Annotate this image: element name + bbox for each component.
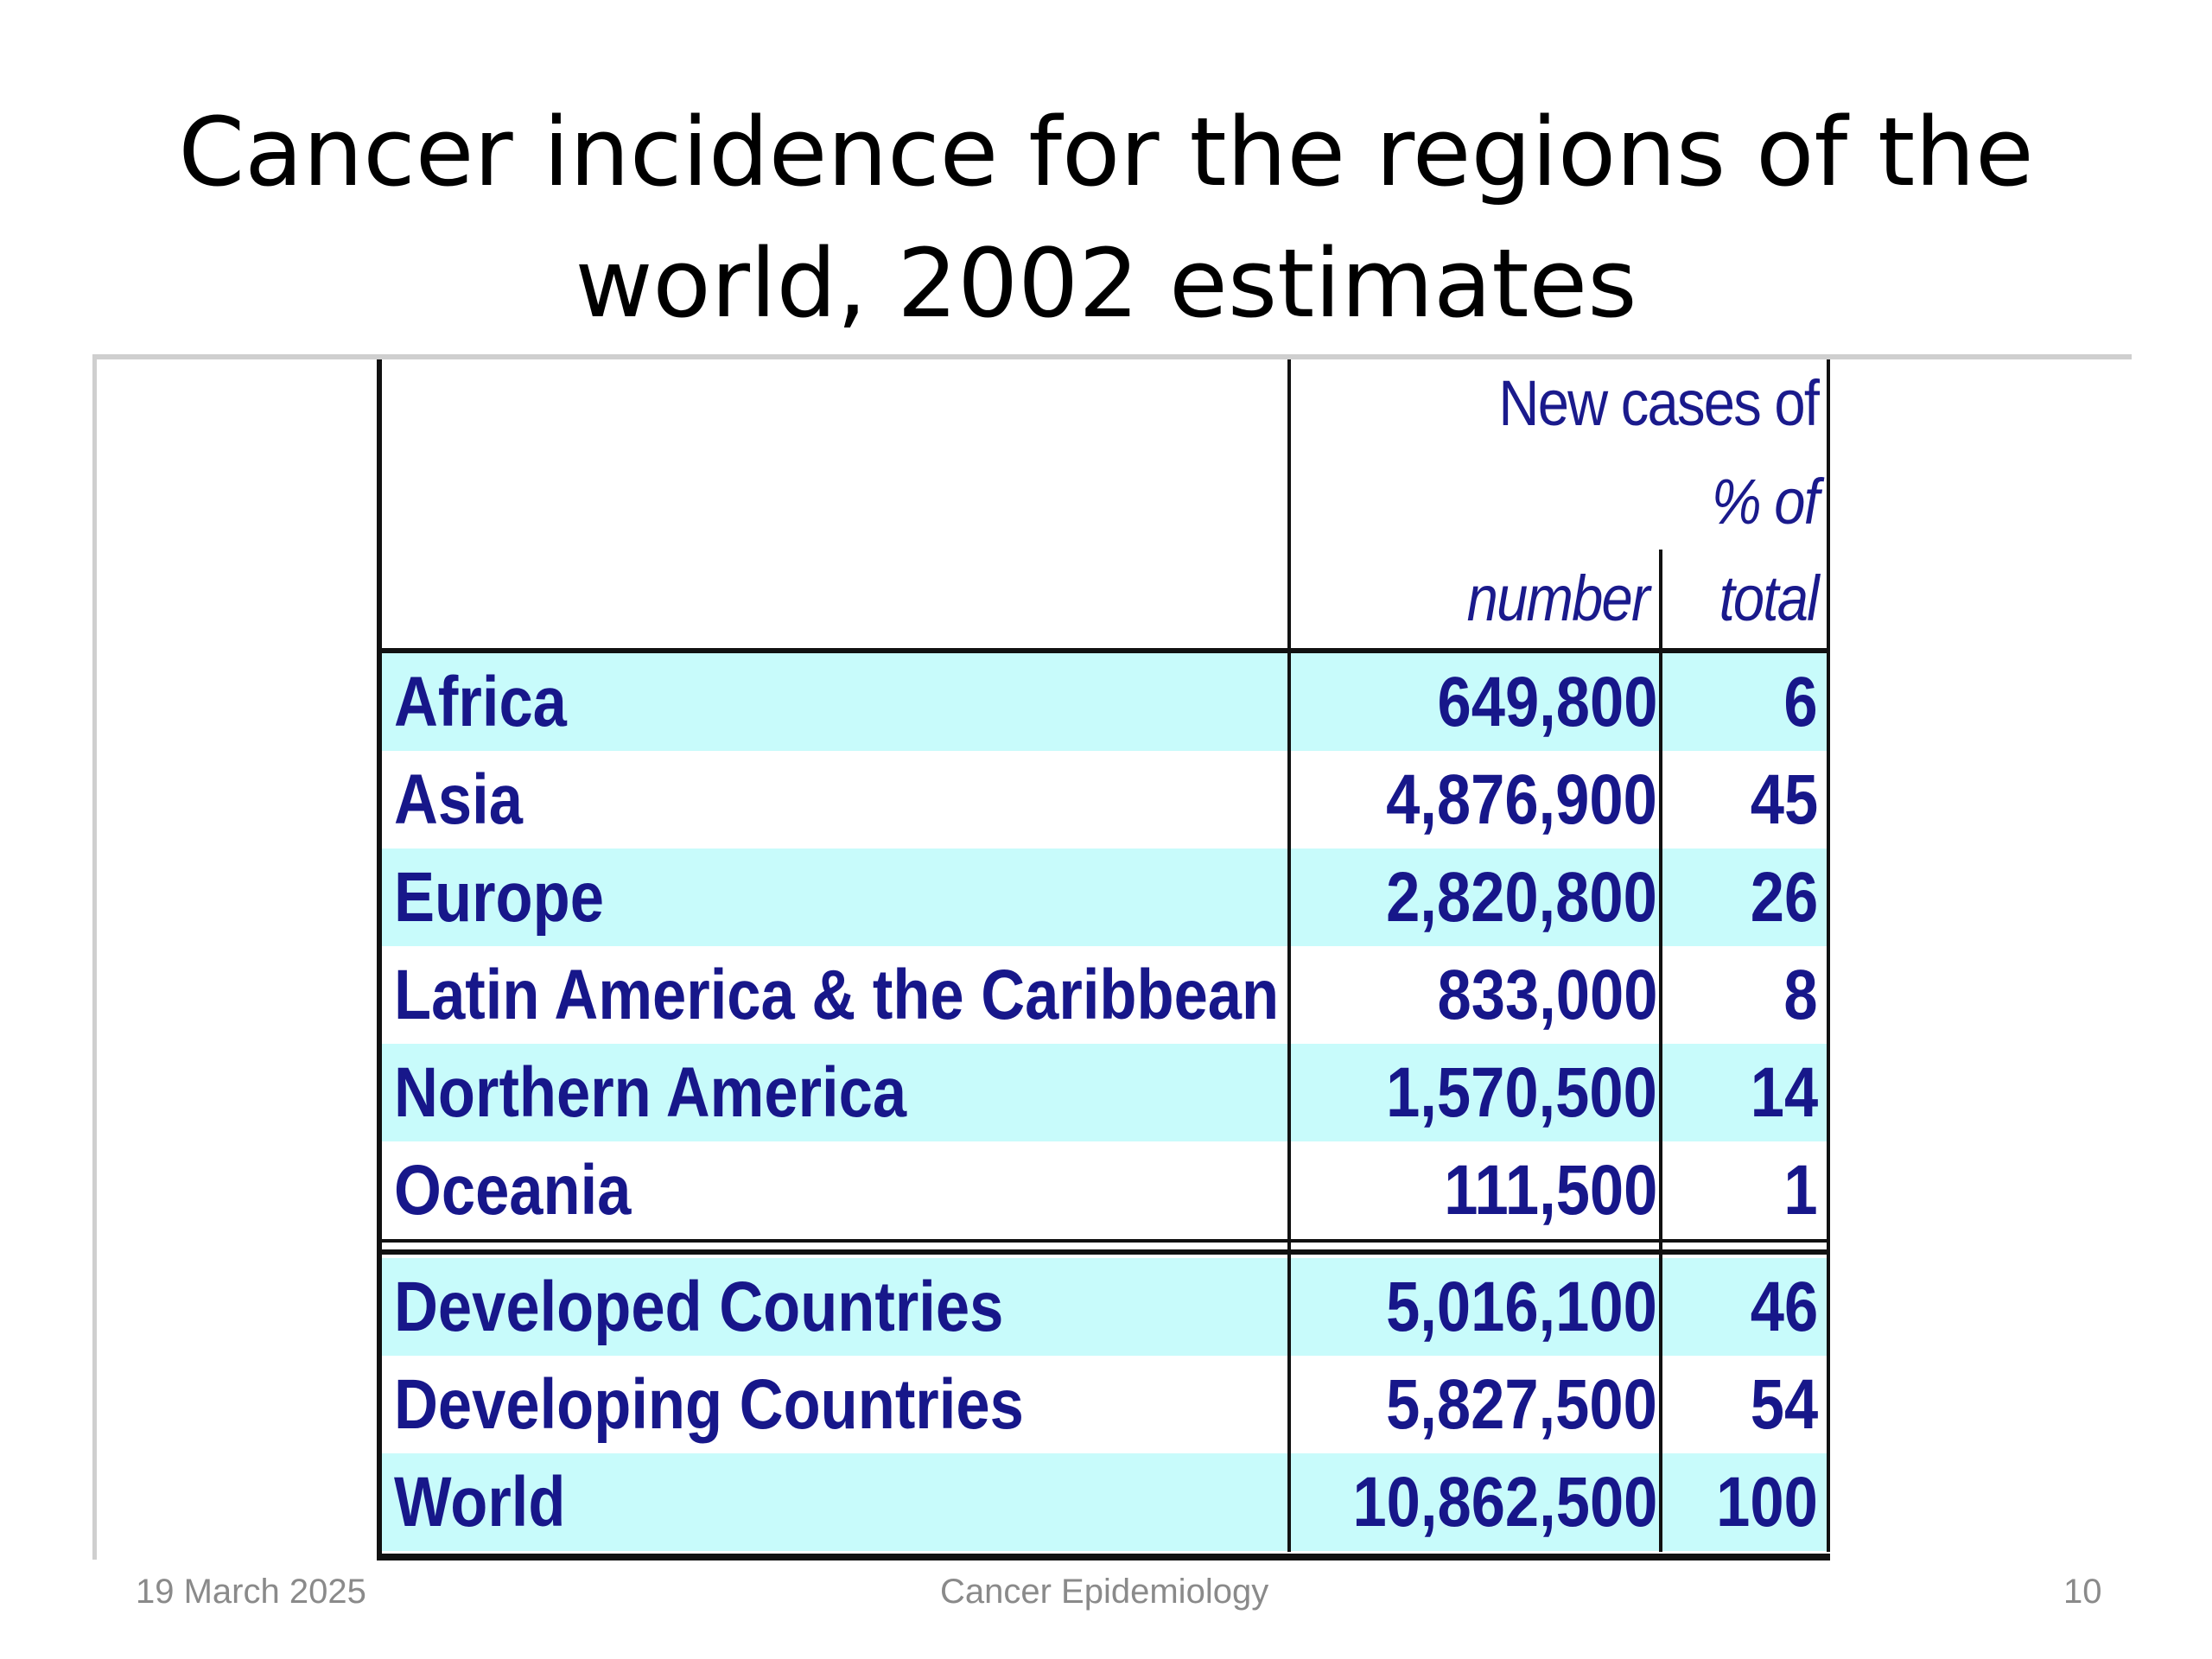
- number-cell: 649,800: [1437, 663, 1657, 741]
- region-cell: Northern America: [394, 1053, 907, 1132]
- percent-cell: 100: [1716, 1463, 1818, 1541]
- number-cell: 5,827,500: [1386, 1365, 1657, 1444]
- region-cell: Latin America & the Caribbean: [394, 956, 1280, 1034]
- header-rule: [382, 648, 1830, 653]
- footer-page-number: 10: [2063, 1573, 2102, 1611]
- percent-cell: 45: [1750, 760, 1818, 839]
- number-cell: 1,570,500: [1386, 1053, 1657, 1132]
- slide-title: Cancer incidence for the regions of the …: [156, 86, 2056, 349]
- summary-rule-top: [382, 1239, 1830, 1243]
- number-cell: 10,862,500: [1352, 1463, 1657, 1541]
- percent-cell: 54: [1750, 1365, 1818, 1444]
- number-cell: 5,016,100: [1386, 1268, 1657, 1346]
- header-percent-of: % of: [1711, 466, 1820, 537]
- region-cell: Developed Countries: [394, 1268, 1004, 1346]
- footer-title: Cancer Epidemiology: [940, 1573, 1269, 1611]
- percent-cell: 26: [1750, 858, 1818, 937]
- table-row: World 10,862,500 100: [382, 1453, 1830, 1551]
- header-new-cases-of: New cases of: [1498, 367, 1820, 439]
- region-cell: Asia: [394, 760, 523, 839]
- table-row: Asia 4,876,900 45: [382, 751, 1830, 849]
- summary-rule-bottom: [382, 1249, 1830, 1255]
- table-row: Latin America & the Caribbean 833,000 8: [382, 946, 1830, 1044]
- number-cell: 2,820,800: [1386, 858, 1657, 937]
- number-cell: 111,500: [1443, 1151, 1657, 1230]
- header-number: number: [1466, 563, 1650, 634]
- footer-date: 19 March 2025: [136, 1573, 366, 1611]
- region-cell: Oceania: [394, 1151, 632, 1230]
- table-row: Northern America 1,570,500 14: [382, 1044, 1830, 1141]
- slide-title-line-1: Cancer incidence for the regions of the: [178, 97, 2034, 207]
- region-cell: Africa: [394, 663, 567, 741]
- number-cell: 833,000: [1437, 956, 1657, 1034]
- percent-cell: 1: [1783, 1151, 1818, 1230]
- column-divider: [1659, 550, 1662, 1552]
- table-row: Africa 649,800 6: [382, 653, 1830, 751]
- percent-cell: 6: [1783, 663, 1818, 741]
- percent-cell: 8: [1783, 956, 1818, 1034]
- region-cell: Developing Countries: [394, 1365, 1024, 1444]
- number-cell: 4,876,900: [1386, 760, 1657, 839]
- table-row: Developing Countries 5,827,500 54: [382, 1356, 1830, 1453]
- table-row: Europe 2,820,800 26: [382, 849, 1830, 946]
- slide-title-line-2: world, 2002 estimates: [575, 228, 1637, 339]
- picture-frame-top: [92, 354, 2132, 359]
- picture-frame-left: [92, 354, 97, 1560]
- column-divider: [1287, 359, 1291, 1552]
- percent-cell: 46: [1750, 1268, 1818, 1346]
- column-divider: [1827, 359, 1830, 1552]
- header-total: total: [1719, 563, 1820, 634]
- percent-cell: 14: [1750, 1053, 1818, 1132]
- incidence-table: Africa 649,800 6 Asia 4,876,900 45 Europ…: [377, 359, 1830, 1560]
- region-cell: Europe: [394, 858, 604, 937]
- region-cell: World: [394, 1463, 566, 1541]
- table-row: Developed Countries 5,016,100 46: [382, 1258, 1830, 1356]
- table-row: Oceania 111,500 1: [382, 1141, 1830, 1239]
